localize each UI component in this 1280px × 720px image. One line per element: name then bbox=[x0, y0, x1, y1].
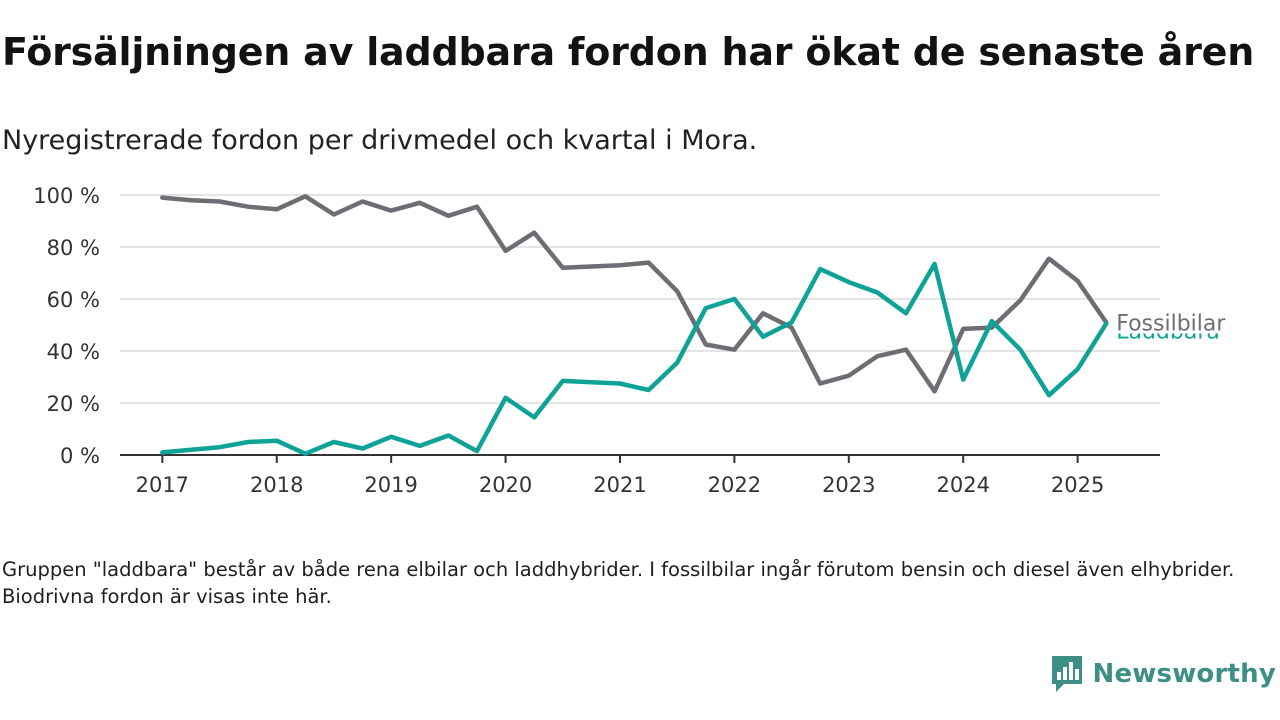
x-tick-label: 2017 bbox=[136, 473, 189, 497]
x-tick-label: 2025 bbox=[1051, 473, 1104, 497]
series-label-fossilbilar: Fossilbilar bbox=[1116, 311, 1226, 336]
y-tick-label: 20 % bbox=[47, 392, 100, 416]
y-tick-label: 40 % bbox=[47, 340, 100, 364]
x-tick-label: 2024 bbox=[936, 473, 989, 497]
newsworthy-logo-icon bbox=[1051, 656, 1082, 692]
x-tick-label: 2018 bbox=[250, 473, 303, 497]
y-tick-label: 80 % bbox=[47, 236, 100, 260]
series-labels: LaddbaraFossilbilar bbox=[1114, 309, 1235, 345]
y-tick-label: 100 % bbox=[33, 184, 100, 208]
footnote: Gruppen "laddbara" består av både rena e… bbox=[2, 558, 1235, 608]
series-lines bbox=[160, 194, 1109, 456]
label-backdrop bbox=[1114, 309, 1235, 334]
x-axis: 2017 2018 2019 2020 2021 2022 2023 2024 2025 bbox=[120, 454, 1160, 497]
series-line-laddbara bbox=[160, 261, 1109, 456]
x-tick-label: 2020 bbox=[479, 473, 532, 497]
y-axis: 0 % 20 % 40 % 60 % 80 % 100 % bbox=[33, 184, 100, 468]
brand-name: Newsworthy bbox=[1092, 659, 1276, 689]
x-tick-label: 2023 bbox=[822, 473, 875, 497]
gridlines bbox=[120, 194, 1160, 404]
chart-subtitle: Nyregistrerade fordon per drivmedel och … bbox=[2, 125, 758, 156]
chart-title: Försäljningen av laddbara fordon har öka… bbox=[2, 30, 1255, 74]
line-chart: 0 % 20 % 40 % 60 % 80 % 100 % 2017 2018 2019 202… bbox=[33, 184, 1235, 497]
newsworthy-logo: Newsworthy bbox=[1050, 654, 1276, 694]
x-tick-label: 2019 bbox=[364, 473, 417, 497]
x-tick-label: 2021 bbox=[593, 473, 646, 497]
y-tick-label: 60 % bbox=[47, 288, 100, 312]
series-line-fossilbilar bbox=[160, 194, 1109, 394]
y-tick-label: 0 % bbox=[60, 444, 100, 468]
x-tick-label: 2022 bbox=[708, 473, 761, 497]
